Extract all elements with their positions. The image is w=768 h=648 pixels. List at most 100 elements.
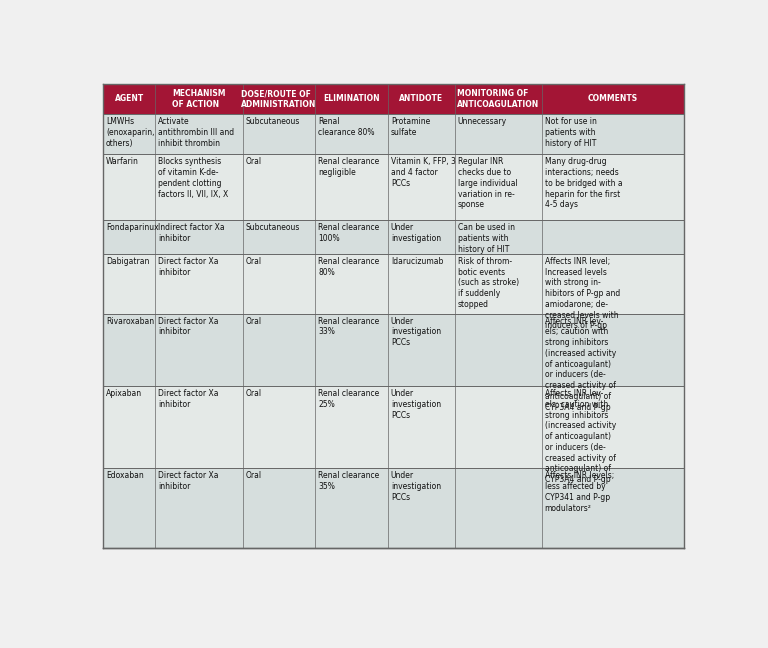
Bar bbox=[388, 220, 455, 254]
Text: Under
investigation
PCCs: Under investigation PCCs bbox=[391, 471, 441, 502]
Text: Vitamin K, FFP, 3
and 4 factor
PCCs: Vitamin K, FFP, 3 and 4 factor PCCs bbox=[391, 157, 455, 188]
Bar bbox=[243, 469, 315, 548]
Text: Under
investigation
PCCs: Under investigation PCCs bbox=[391, 389, 441, 419]
Bar bbox=[315, 154, 388, 220]
Bar bbox=[455, 114, 541, 154]
Text: Oral: Oral bbox=[246, 471, 262, 480]
Bar bbox=[541, 154, 684, 220]
Text: LMWHs
(enoxaparin,
others): LMWHs (enoxaparin, others) bbox=[106, 117, 154, 148]
Bar bbox=[315, 220, 388, 254]
Bar bbox=[388, 314, 455, 386]
Bar bbox=[455, 254, 541, 314]
Text: Renal clearance
80%: Renal clearance 80% bbox=[318, 257, 379, 277]
Text: Subcutaneous: Subcutaneous bbox=[246, 117, 300, 126]
Bar bbox=[103, 314, 155, 386]
Bar bbox=[103, 114, 155, 154]
Bar bbox=[455, 386, 541, 469]
Bar bbox=[155, 114, 243, 154]
Bar bbox=[388, 114, 455, 154]
Bar bbox=[103, 386, 155, 469]
Bar bbox=[388, 469, 455, 548]
Bar bbox=[315, 114, 388, 154]
Bar bbox=[243, 154, 315, 220]
Bar bbox=[155, 254, 243, 314]
Text: Affects INR levels;
less affected by
CYP341 and P-gp
modulators²: Affects INR levels; less affected by CYP… bbox=[545, 471, 614, 513]
Text: Renal clearance
35%: Renal clearance 35% bbox=[318, 471, 379, 491]
Bar bbox=[103, 220, 155, 254]
Bar bbox=[455, 314, 541, 386]
Bar bbox=[103, 254, 155, 314]
Text: MECHANISM
OF ACTION: MECHANISM OF ACTION bbox=[172, 89, 226, 109]
Text: Blocks synthesis
of vitamin K-de-
pendent clotting
factors II, VII, IX, X: Blocks synthesis of vitamin K-de- penden… bbox=[158, 157, 229, 198]
Text: Direct factor Xa
inhibitor: Direct factor Xa inhibitor bbox=[158, 471, 219, 491]
Bar bbox=[541, 220, 684, 254]
Text: Under
investigation: Under investigation bbox=[391, 224, 441, 243]
Bar bbox=[103, 84, 155, 114]
Text: Affects INR level;
Increased levels
with strong in-
hibitors of P-gp and
amiodar: Affects INR level; Increased levels with… bbox=[545, 257, 620, 330]
Text: Affects INR lev-
els; caution with
strong inhibitors
(increased activity
of anti: Affects INR lev- els; caution with stron… bbox=[545, 389, 616, 484]
Text: Apixaban: Apixaban bbox=[106, 389, 142, 398]
Text: Under
investigation
PCCs: Under investigation PCCs bbox=[391, 317, 441, 347]
Text: Many drug-drug
interactions; needs
to be bridged with a
heparin for the first
4-: Many drug-drug interactions; needs to be… bbox=[545, 157, 622, 209]
Text: DOSE/ROUTE OF
ADMINISTRATION: DOSE/ROUTE OF ADMINISTRATION bbox=[241, 89, 316, 109]
Text: Idarucizumab: Idarucizumab bbox=[391, 257, 443, 266]
Bar bbox=[155, 220, 243, 254]
Text: Risk of throm-
botic events
(such as stroke)
if suddenly
stopped: Risk of throm- botic events (such as str… bbox=[458, 257, 518, 309]
Text: Regular INR
checks due to
large individual
variation in re-
sponse: Regular INR checks due to large individu… bbox=[458, 157, 518, 209]
Text: Dabigatran: Dabigatran bbox=[106, 257, 150, 266]
Text: Warfarin: Warfarin bbox=[106, 157, 139, 167]
Bar bbox=[243, 220, 315, 254]
Text: Renal clearance
33%: Renal clearance 33% bbox=[318, 317, 379, 336]
Bar bbox=[155, 314, 243, 386]
Bar bbox=[541, 314, 684, 386]
Bar bbox=[388, 254, 455, 314]
Bar bbox=[155, 84, 243, 114]
Text: Edoxaban: Edoxaban bbox=[106, 471, 144, 480]
Bar bbox=[315, 469, 388, 548]
Bar bbox=[155, 469, 243, 548]
Text: Can be used in
patients with
history of HIT: Can be used in patients with history of … bbox=[458, 224, 515, 254]
Text: Unnecessary: Unnecessary bbox=[458, 117, 507, 126]
Text: Protamine
sulfate: Protamine sulfate bbox=[391, 117, 430, 137]
Text: Renal clearance
25%: Renal clearance 25% bbox=[318, 389, 379, 409]
Bar bbox=[315, 84, 388, 114]
Text: AGENT: AGENT bbox=[114, 95, 144, 104]
Bar bbox=[243, 314, 315, 386]
Text: ELIMINATION: ELIMINATION bbox=[323, 95, 380, 104]
Text: Oral: Oral bbox=[246, 257, 262, 266]
Text: ANTIDOTE: ANTIDOTE bbox=[399, 95, 443, 104]
Bar bbox=[455, 220, 541, 254]
Bar bbox=[541, 254, 684, 314]
Bar bbox=[388, 386, 455, 469]
Text: Renal clearance
negligible: Renal clearance negligible bbox=[318, 157, 379, 177]
Bar bbox=[243, 254, 315, 314]
Bar bbox=[455, 154, 541, 220]
Bar bbox=[541, 386, 684, 469]
Bar bbox=[388, 84, 455, 114]
Text: Not for use in
patients with
history of HIT: Not for use in patients with history of … bbox=[545, 117, 597, 148]
Bar bbox=[243, 84, 315, 114]
Text: Direct factor Xa
inhibitor: Direct factor Xa inhibitor bbox=[158, 317, 219, 336]
Text: COMMENTS: COMMENTS bbox=[588, 95, 638, 104]
Text: Activate
antithrombin III and
inhibit thrombin: Activate antithrombin III and inhibit th… bbox=[158, 117, 234, 148]
Text: Rivaroxaban: Rivaroxaban bbox=[106, 317, 154, 325]
Bar bbox=[315, 314, 388, 386]
Text: MONITORING OF
ANTICOAGULATION: MONITORING OF ANTICOAGULATION bbox=[457, 89, 539, 109]
Text: Renal clearance
100%: Renal clearance 100% bbox=[318, 224, 379, 243]
Text: Oral: Oral bbox=[246, 389, 262, 398]
Bar bbox=[388, 154, 455, 220]
Bar bbox=[315, 254, 388, 314]
Bar bbox=[103, 469, 155, 548]
Bar bbox=[155, 154, 243, 220]
Bar bbox=[243, 386, 315, 469]
Bar bbox=[541, 84, 684, 114]
Bar bbox=[103, 154, 155, 220]
Bar bbox=[541, 469, 684, 548]
Text: Fondaparinux: Fondaparinux bbox=[106, 224, 159, 233]
Text: Direct factor Xa
inhibitor: Direct factor Xa inhibitor bbox=[158, 257, 219, 277]
Bar bbox=[243, 114, 315, 154]
Bar bbox=[455, 469, 541, 548]
Text: Oral: Oral bbox=[246, 317, 262, 325]
Text: Affects INR lev-
els; caution with
strong inhibitors
(increased activity
of anti: Affects INR lev- els; caution with stron… bbox=[545, 317, 616, 411]
Text: Direct factor Xa
inhibitor: Direct factor Xa inhibitor bbox=[158, 389, 219, 409]
